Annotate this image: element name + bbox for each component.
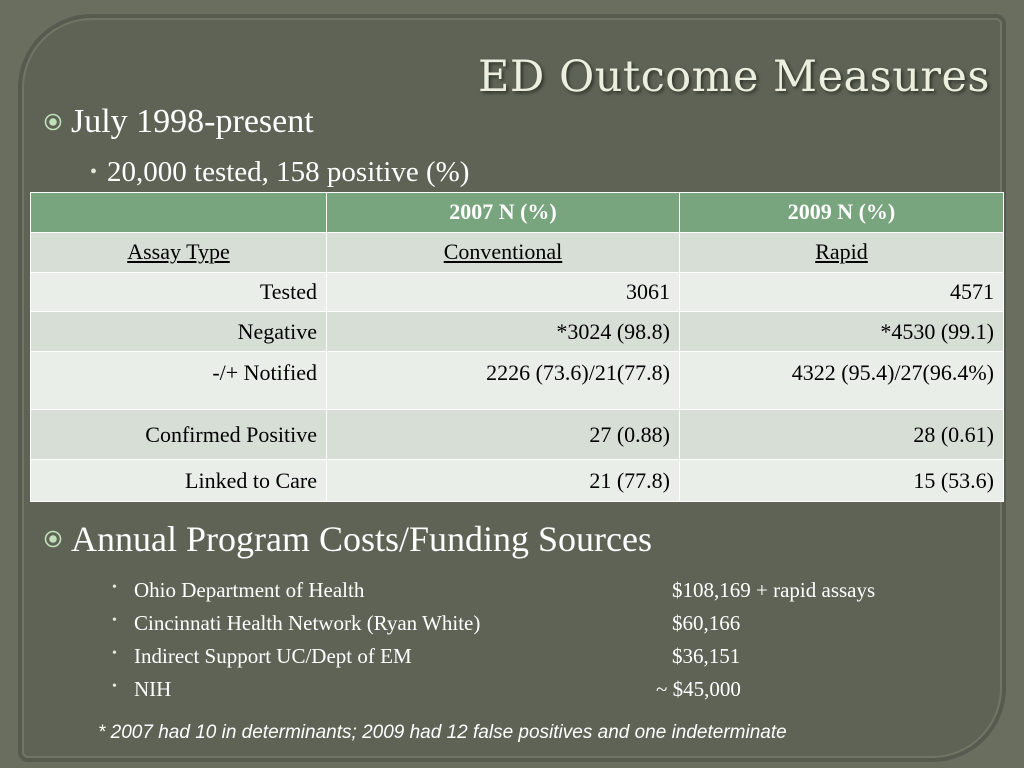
list-item: • NIH ~ $45,000 [112,677,942,710]
funding-source: Ohio Department of Health [134,578,365,602]
dot-bullet-icon: • [112,613,117,628]
row-label: Tested [30,271,327,313]
cell-2009: 4571 [679,271,1004,313]
dot-bullet-icon: • [112,679,117,694]
table-row: Tested 3061 4571 [30,271,1004,313]
table-row: Negative *3024 (98.8) *4530 (99.1) [30,311,1004,353]
table-header-row: 2007 N (%) 2009 N (%) [30,192,1004,233]
funding-source: Cincinnati Health Network (Ryan White) [134,611,481,635]
cell-2007: 27 (0.88) [326,409,680,461]
funding-source: NIH [134,677,172,701]
footnote: * 2007 had 10 in determinants; 2009 had … [98,722,787,743]
bullet-tested-summary: • 20,000 tested, 158 positive (%) [90,156,469,189]
cell-2007: 21 (77.8) [326,459,680,502]
circled-dot-bullet-icon [44,530,62,548]
header-cell-2007: 2007 N (%) [326,192,680,233]
cell-2009: *4530 (99.1) [679,311,1004,353]
row-label: -/+ Notified [30,351,327,411]
funding-amount: $60,166 [672,611,741,635]
funding-amount: ~ $45,000 [656,677,741,701]
funding-amount: $108,169 + rapid assays [672,578,876,602]
subheader-rapid: Rapid [679,231,1004,273]
table-row: Linked to Care 21 (77.8) 15 (53.6) [30,459,1004,502]
outcome-table: 2007 N (%) 2009 N (%) Assay Type Convent… [30,192,1004,502]
dot-bullet-icon: • [90,161,98,183]
bullet-period-text: July 1998-present [71,103,314,140]
cell-2009: 4322 (95.4)/27(96.4%) [679,351,1004,411]
cell-2009: 15 (53.6) [679,459,1004,502]
subheader-assay-type: Assay Type [30,231,327,273]
tested-summary-text: 20,000 tested, 158 positive (%) [107,156,470,188]
table-row: Confirmed Positive 27 (0.88) 28 (0.61) [30,409,1004,461]
bullet-costs-heading: Annual Program Costs/Funding Sources [44,518,652,560]
subheader-conventional: Conventional [326,231,680,273]
header-cell [30,192,327,233]
cell-2009: 28 (0.61) [679,409,1004,461]
list-item: • Indirect Support UC/Dept of EM $36,151 [112,644,942,677]
list-item: • Ohio Department of Health $108,169 + r… [112,578,942,611]
circled-dot-bullet-icon [44,113,62,131]
cell-2007: *3024 (98.8) [326,311,680,353]
table-subheader-row: Assay Type Conventional Rapid [30,231,1004,273]
header-cell-2009: 2009 N (%) [679,192,1004,233]
cell-2007: 2226 (73.6)/21(77.8) [326,351,680,411]
slide-title: ED Outcome Measures [477,52,990,102]
row-label: Linked to Care [30,459,327,502]
funding-amount: $36,151 [672,644,741,668]
funding-source: Indirect Support UC/Dept of EM [134,644,412,668]
cell-2007: 3061 [326,271,680,313]
dot-bullet-icon: • [112,580,117,595]
funding-list: • Ohio Department of Health $108,169 + r… [112,578,942,710]
costs-heading-text: Annual Program Costs/Funding Sources [71,519,652,559]
row-label: Confirmed Positive [30,409,327,461]
bullet-period: July 1998-present [44,103,314,141]
list-item: • Cincinnati Health Network (Ryan White)… [112,611,942,644]
table-row: -/+ Notified 2226 (73.6)/21(77.8) 4322 (… [30,351,1004,411]
dot-bullet-icon: • [112,646,117,661]
row-label: Negative [30,311,327,353]
